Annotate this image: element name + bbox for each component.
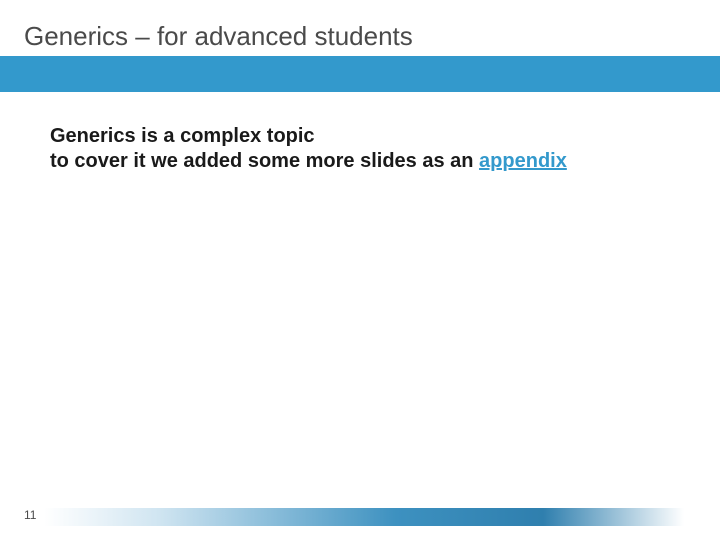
page-number: 11 [24,508,36,522]
title-accent-band [0,56,720,92]
slide-title: Generics – for advanced students [0,20,413,51]
body-paragraph: Generics is a complex topic to cover it … [50,124,670,174]
slide-footer: 11 [0,502,720,526]
body-line-1: Generics is a complex topic [50,125,315,147]
footer-gradient-bar [44,508,684,526]
body-line-2-prefix: to cover it we added some more slides as… [50,150,479,172]
appendix-link[interactable]: appendix [479,150,567,172]
slide-body: Generics is a complex topic to cover it … [50,124,670,174]
